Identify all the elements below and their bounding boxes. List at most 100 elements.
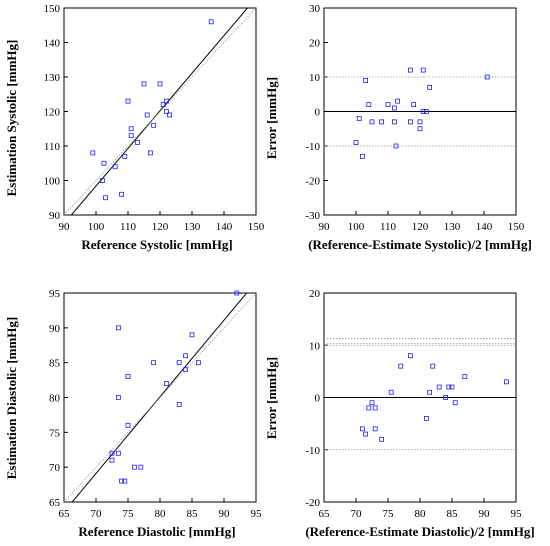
x-tick-label: 110: [380, 221, 397, 233]
data-point: [184, 354, 188, 358]
x-tick-label: 65: [319, 508, 331, 520]
x-tick-label: 75: [123, 508, 135, 520]
y-tick-label: 100: [44, 176, 61, 188]
data-point: [408, 120, 412, 124]
data-point: [367, 406, 371, 410]
x-tick-label: 100: [348, 221, 365, 233]
chart-panel-1: 90 100 110 120 130 140 150 90 100 110 120 130 140 150…: [4, 0, 265, 252]
x-tick-label: 140: [476, 221, 493, 233]
data-point: [148, 151, 152, 155]
data-point: [158, 82, 162, 86]
data-point: [123, 154, 127, 158]
x-tick-label: 140: [216, 221, 233, 233]
x-tick-label: 120: [152, 221, 169, 233]
reference-lines: [324, 77, 516, 146]
data-point: [373, 406, 377, 410]
data-point: [354, 141, 358, 145]
data-point: [392, 106, 396, 110]
data-point: [412, 103, 416, 107]
y-tick-label: 20: [309, 288, 321, 300]
x-tick-label: 90: [479, 508, 491, 520]
x-tick-label: 100: [88, 221, 105, 233]
y-tick-label: 90: [49, 210, 61, 222]
data-point: [364, 432, 368, 436]
data-point: [392, 120, 396, 124]
data-point: [196, 361, 200, 365]
data-point: [408, 68, 412, 72]
data-point: [152, 123, 156, 127]
chart-panel-3: 65 70 75 80 85 90 9565707580859095Reference Di…: [4, 282, 262, 539]
data-point: [136, 141, 140, 145]
x-tick-label: 75: [383, 508, 395, 520]
y-tick-label: -20: [305, 497, 320, 509]
data-point: [152, 361, 156, 365]
y-tick-label: 110: [44, 141, 61, 153]
y-tick-label: 75: [49, 427, 61, 439]
data-point: [116, 451, 120, 455]
identity-line: [64, 293, 256, 502]
data-point: [120, 192, 124, 196]
data-point: [367, 103, 371, 107]
data-point: [370, 120, 374, 124]
x-axis-label: (Reference-Estimate Systolic)/2 [mmHg]: [308, 237, 532, 252]
data-point: [389, 390, 393, 394]
data-point: [424, 416, 428, 420]
data-point: [380, 120, 384, 124]
data-point: [504, 380, 508, 384]
data-point: [428, 85, 432, 89]
y-tick-label: 20: [309, 38, 321, 50]
reference-lines: [324, 338, 516, 449]
data-point: [360, 427, 364, 431]
x-tick-label: 95: [511, 508, 523, 520]
data-point: [408, 354, 412, 358]
data-point: [142, 82, 146, 86]
regression-line: [64, 282, 256, 512]
y-tick-label: -10: [305, 141, 320, 153]
data-point: [437, 385, 441, 389]
data-point: [190, 333, 194, 337]
data-point: [386, 103, 390, 107]
y-tick-label: 130: [44, 72, 61, 84]
y-tick-label: 30: [309, 3, 321, 15]
y-tick-label: -30: [305, 210, 320, 222]
data-point: [126, 99, 130, 103]
x-tick-label: 130: [184, 221, 201, 233]
data-point: [364, 78, 368, 82]
x-tick-label: 80: [155, 508, 167, 520]
y-tick-label: 65: [49, 497, 61, 509]
reference-lines: [64, 282, 256, 512]
x-tick-label: 70: [351, 508, 363, 520]
y-tick-label: 95: [49, 288, 61, 300]
x-tick-label: 90: [219, 508, 231, 520]
x-axis-label: (Reference-Estimate Diastolic)/2 [mmHg]: [305, 524, 534, 539]
x-tick-label: 90: [319, 221, 331, 233]
x-tick-label: 130: [444, 221, 461, 233]
y-tick-label: 10: [309, 340, 321, 352]
x-tick-label: 110: [120, 221, 137, 233]
y-axis-label: Error [mmHg]: [264, 357, 279, 439]
data-point: [177, 402, 181, 406]
data-point: [396, 99, 400, 103]
x-tick-label: 85: [447, 508, 459, 520]
data-point: [418, 127, 422, 131]
regression-line: [64, 0, 256, 224]
y-tick-label: -10: [305, 445, 320, 457]
y-tick-label: 70: [49, 462, 61, 474]
data-point: [164, 382, 168, 386]
data-point: [431, 364, 435, 368]
data-point: [177, 361, 181, 365]
data-point: [132, 465, 136, 469]
x-axis-label: Reference Systolic [mmHg]: [81, 237, 232, 252]
y-tick-label: -20: [305, 176, 320, 188]
data-point: [126, 423, 130, 427]
identity-line: [64, 8, 256, 215]
data-point: [463, 375, 467, 379]
chart-panel-2: 90 100 110 120 130 140 150 -30 -20 -10 0 10 20 30 (Ref…: [264, 3, 532, 252]
x-tick-label: 80: [415, 508, 427, 520]
data-point: [126, 375, 130, 379]
data-point: [102, 161, 106, 165]
data-point: [380, 437, 384, 441]
y-axis-label: Error [mmHg]: [264, 77, 279, 159]
y-axis-label: Estimation Diastolic [mmHg]: [4, 317, 19, 479]
